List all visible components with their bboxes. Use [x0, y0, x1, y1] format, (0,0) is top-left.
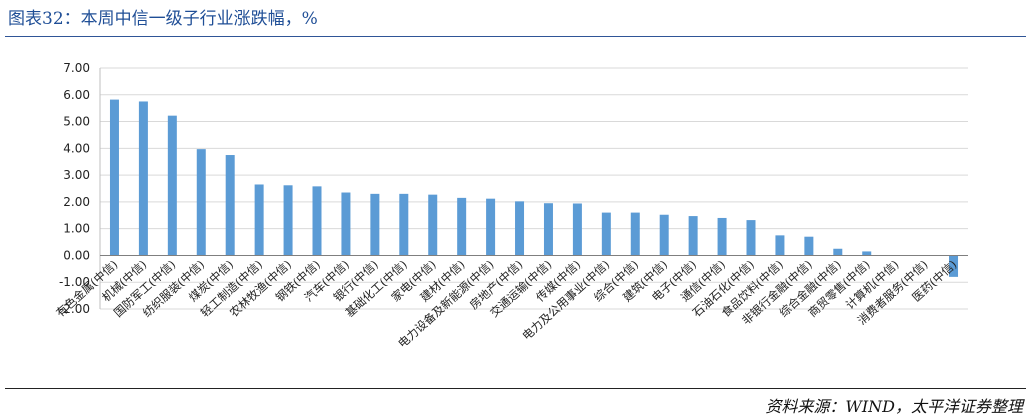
bar	[543, 203, 553, 256]
footer-divider	[5, 388, 1026, 389]
chart-title: 图表32：本周中信一级子行业涨跌幅，%	[8, 9, 318, 29]
y-tick-label: 0.00	[63, 248, 90, 262]
bar	[804, 236, 814, 256]
y-tick-label: 1.00	[63, 222, 90, 236]
y-tick-label: 4.00	[63, 141, 90, 155]
bar	[196, 149, 206, 256]
bar	[225, 155, 235, 256]
bar	[486, 198, 496, 256]
bar	[399, 193, 409, 256]
bar	[601, 212, 611, 256]
y-tick-label: 3.00	[63, 168, 90, 182]
bar	[746, 220, 756, 256]
bar	[775, 235, 785, 256]
bar	[109, 99, 119, 256]
y-tick-label: -1.00	[59, 275, 90, 289]
bar	[341, 192, 351, 256]
bar	[949, 255, 959, 277]
bar	[572, 203, 582, 256]
bar	[370, 193, 380, 256]
bar	[312, 186, 322, 256]
title-divider	[5, 36, 1026, 37]
bar-chart: 7.00 6.00 5.00 4.00 3.00 2.00 1.00 0.00 -1.00 -2.…	[53, 61, 968, 351]
y-tick-label: 5.00	[63, 115, 90, 129]
bar	[254, 184, 264, 256]
bar	[688, 216, 698, 256]
bar	[167, 115, 177, 256]
y-tick-label: 7.00	[63, 61, 90, 75]
y-tick-label: 6.00	[63, 88, 90, 102]
bar	[862, 251, 872, 256]
bar	[833, 248, 843, 256]
bar	[515, 201, 525, 256]
bar	[283, 185, 293, 256]
y-tick-label: -2.00	[59, 302, 90, 316]
bar	[659, 214, 669, 256]
bar	[630, 212, 640, 256]
source-note: 资料来源：WIND，太平洋证券整理	[765, 397, 1023, 416]
bar	[428, 194, 438, 256]
bar	[457, 197, 467, 256]
bar	[717, 217, 727, 256]
y-tick-label: 2.00	[63, 195, 90, 209]
bar	[138, 101, 148, 256]
